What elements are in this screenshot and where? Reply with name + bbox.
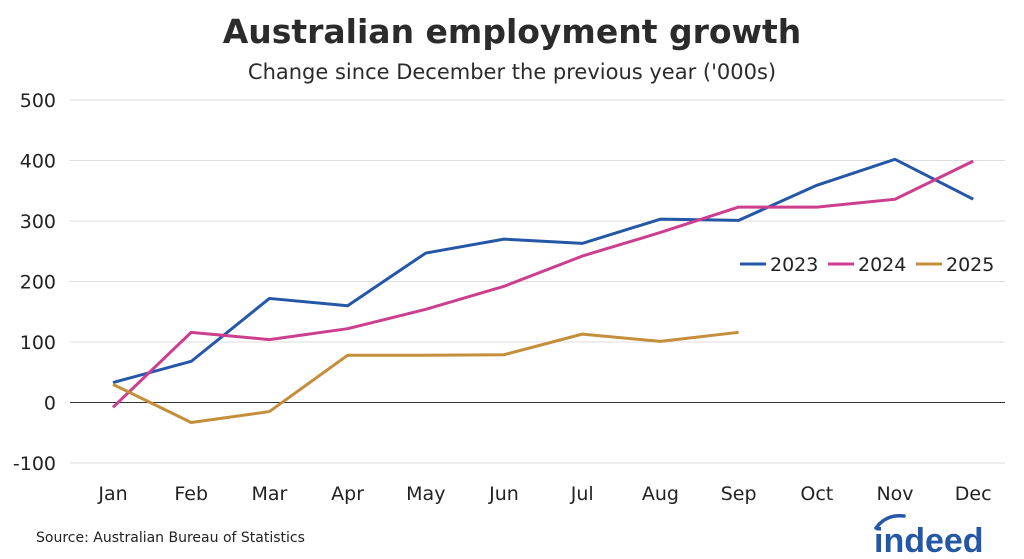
y-tick-label: 0 xyxy=(44,393,56,415)
y-tick-label: -100 xyxy=(13,453,56,475)
y-tick-label: 400 xyxy=(20,151,56,173)
x-tick-label: Jun xyxy=(488,483,519,505)
x-tick-label: Nov xyxy=(876,483,913,505)
y-tick-label: 200 xyxy=(20,272,56,294)
y-tick-label: 500 xyxy=(20,90,56,112)
x-tick-label: Sep xyxy=(721,483,757,505)
series-line-2025 xyxy=(112,330,739,424)
x-tick-label: May xyxy=(406,483,445,505)
source-note: Source: Australian Bureau of Statistics xyxy=(36,530,305,546)
series-line-2024 xyxy=(111,159,974,409)
x-tick-label: Dec xyxy=(955,483,992,505)
x-tick-label: Apr xyxy=(331,483,364,505)
y-tick-label: 300 xyxy=(20,211,56,233)
x-tick-label: Feb xyxy=(174,483,208,505)
chart-title: Australian employment growth xyxy=(222,12,802,51)
x-tick-label: Aug xyxy=(642,483,679,505)
legend-label: 2025 xyxy=(946,254,994,276)
y-tick-label: 100 xyxy=(20,332,56,354)
x-tick-label: Oct xyxy=(800,483,833,505)
x-tick-label: Mar xyxy=(251,483,287,505)
legend-label: 2023 xyxy=(770,254,818,276)
series-line-2023 xyxy=(112,157,974,384)
chart-subtitle: Change since December the previous year … xyxy=(247,60,777,84)
x-tick-label: Jan xyxy=(97,483,127,505)
x-tick-label: Jul xyxy=(570,483,594,505)
svg-text:indeed: indeed xyxy=(874,522,984,557)
indeed-logo: indeed xyxy=(874,514,984,557)
legend-label: 2024 xyxy=(858,254,906,276)
